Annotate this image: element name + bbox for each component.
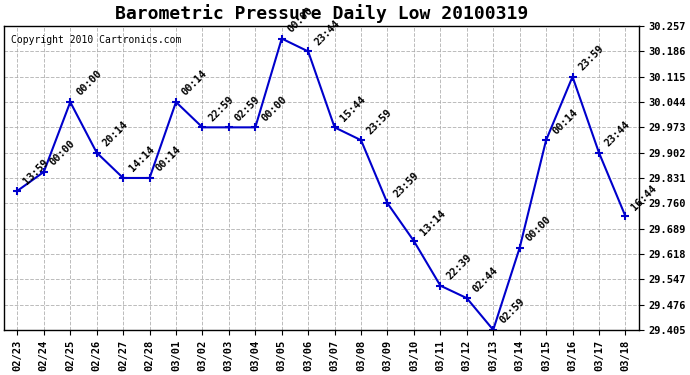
Text: 13:14: 13:14 [418,208,447,237]
Text: 23:59: 23:59 [365,107,395,136]
Text: 00:00: 00:00 [524,214,553,244]
Text: 23:59: 23:59 [577,44,606,72]
Text: 14:14: 14:14 [127,145,157,174]
Text: 15:44: 15:44 [339,94,368,123]
Text: 02:59: 02:59 [497,297,526,326]
Text: 00:00: 00:00 [259,94,288,123]
Text: 23:59: 23:59 [392,170,421,199]
Text: 00:14: 00:14 [154,145,183,174]
Text: 23:44: 23:44 [313,18,342,47]
Text: 22:39: 22:39 [444,252,473,282]
Text: 00:00: 00:00 [286,5,315,34]
Title: Barometric Pressure Daily Low 20100319: Barometric Pressure Daily Low 20100319 [115,4,528,23]
Text: 23:44: 23:44 [603,119,632,148]
Text: 00:14: 00:14 [180,69,209,98]
Text: 22:59: 22:59 [206,94,236,123]
Text: 02:59: 02:59 [233,94,262,123]
Text: 00:14: 00:14 [550,107,580,136]
Text: 00:00: 00:00 [48,139,77,168]
Text: 20:14: 20:14 [101,119,130,148]
Text: 16:44: 16:44 [629,183,659,212]
Text: 00:00: 00:00 [75,69,104,98]
Text: 13:59: 13:59 [21,158,51,187]
Text: 02:44: 02:44 [471,265,500,294]
Text: Copyright 2010 Cartronics.com: Copyright 2010 Cartronics.com [10,35,181,45]
